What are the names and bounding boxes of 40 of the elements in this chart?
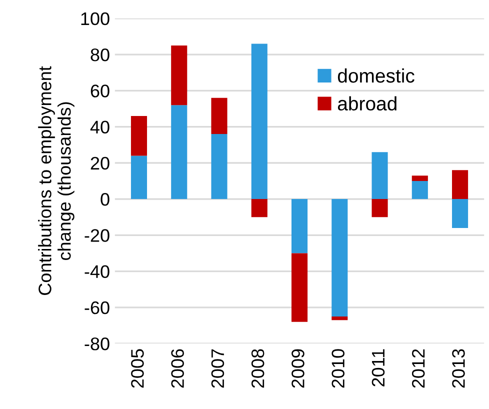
y-tick-label: 80 [90, 48, 110, 62]
x-tick-label: 2006 [171, 349, 184, 388]
x-tick-label: 2009 [292, 349, 304, 388]
y-axis-title: Contributions to employment change (thousands) [38, 66, 74, 295]
bar [412, 176, 428, 181]
bar [171, 105, 188, 200]
y-tick-label: -20 [84, 229, 110, 242]
bar [291, 199, 308, 254]
bar [372, 152, 388, 200]
y-tick-label: 60 [90, 84, 110, 98]
x-tick-label: 2012 [412, 349, 425, 388]
y-tick-label: 40 [90, 120, 110, 134]
bar [332, 316, 348, 320]
bar [332, 199, 348, 316]
legend-label: domestic [338, 68, 414, 83]
y-tick-label: 0 [100, 192, 110, 206]
y-tick-label: 20 [90, 156, 110, 170]
bar [130, 116, 148, 156]
x-tick-label: 2008 [251, 349, 264, 388]
bar [211, 98, 228, 134]
x-tick-label: 2010 [332, 349, 344, 388]
x-tick-label: 2007 [211, 349, 224, 388]
y-tick-label: -40 [84, 265, 110, 278]
x-tick-label: 2011 [372, 349, 385, 386]
bar [171, 46, 188, 106]
bar [251, 44, 268, 200]
bar [452, 199, 468, 228]
bar [211, 134, 228, 200]
y-tick-label: -80 [84, 337, 110, 350]
bar [130, 156, 148, 200]
bar [291, 253, 308, 322]
y-tick-label: -60 [84, 301, 110, 314]
bar [452, 170, 468, 200]
bar [412, 180, 428, 200]
y-tick-label: 100 [81, 12, 110, 26]
bar [372, 199, 388, 218]
x-tick-label: 2013 [452, 349, 465, 388]
legend-label: abroad [338, 96, 396, 111]
bar [251, 199, 268, 218]
x-tick-label: 2005 [131, 349, 144, 388]
